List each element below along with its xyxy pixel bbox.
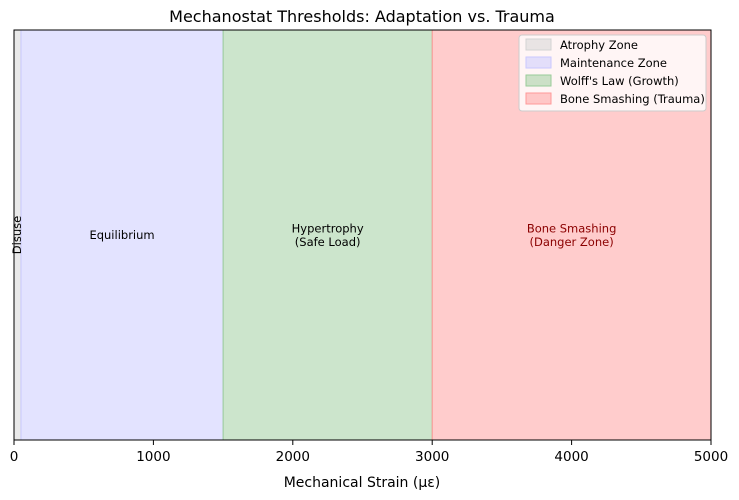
zone-label-hypertrophy: Hypertrophy (Safe Load) <box>292 221 364 249</box>
legend-label-atrophy-zone: Atrophy Zone <box>560 38 638 52</box>
legend-swatch-atrophy-zone <box>525 38 552 51</box>
legend-label-maintenance-zone: Maintenance Zone <box>560 56 667 70</box>
zone-label-equilibrium: Equilibrium <box>89 228 154 242</box>
zone-label-bone-smashing: Bone Smashing (Danger Zone) <box>527 221 617 249</box>
legend-label-wolff-s-law-growth: Wolff's Law (Growth) <box>560 74 679 88</box>
x-tick-label-2000: 2000 <box>276 449 310 465</box>
legend: Atrophy Zone Maintenance Zone Wolff's Law … <box>518 34 707 112</box>
x-tick-label-3000: 3000 <box>415 449 449 465</box>
x-axis-label: Mechanical Strain (με) <box>284 475 441 491</box>
x-tick-label-1000: 1000 <box>136 449 170 465</box>
zone-wolff-s-law-growth <box>222 29 433 441</box>
plot-frame <box>13 29 712 441</box>
legend-swatch-maintenance-zone <box>525 56 552 69</box>
x-axis: 0 1000 2000 3000 4000 5000 <box>10 440 728 465</box>
x-tick-label-5000: 5000 <box>694 449 728 465</box>
x-tick-label-0: 0 <box>10 449 19 465</box>
x-tick-label-4000: 4000 <box>554 449 588 465</box>
zone-label-disuse: Disuse <box>10 216 24 254</box>
annotations-layer: Disuse Equilibrium Hypertrophy (Safe Load) B… <box>10 216 617 254</box>
legend-box <box>518 34 707 112</box>
legend-label-bone-smashing-trauma: Bone Smashing (Trauma) <box>560 92 705 106</box>
legend-swatch-bone-smashing-trauma <box>525 92 552 105</box>
chart-title: Mechanostat Thresholds: Adaptation vs. T… <box>169 7 555 26</box>
legend-items: Atrophy Zone Maintenance Zone Wolff's Law … <box>525 38 705 106</box>
legend-swatch-wolff-s-law-growth <box>525 74 552 87</box>
